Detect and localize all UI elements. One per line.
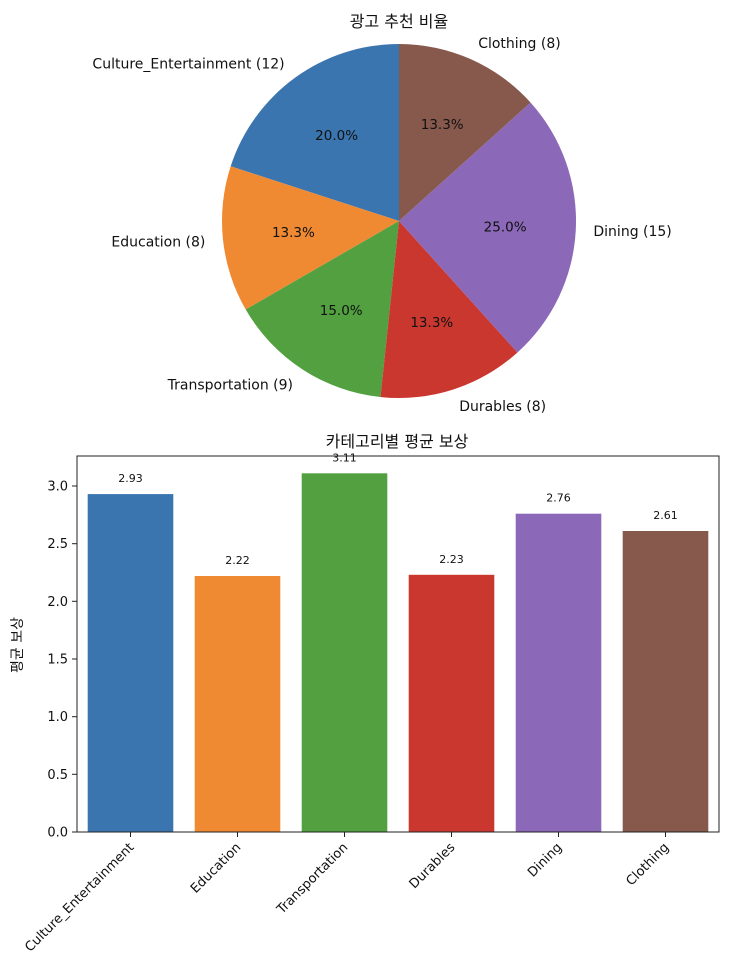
bar-value-dining: 2.76 <box>546 492 571 505</box>
bar-value-labels: 2.93 2.22 3.11 2.23 2.76 2.61 <box>118 451 678 567</box>
bar-value-clothing: 2.61 <box>653 509 678 522</box>
pie-title: 광고 추천 비율 <box>350 12 449 31</box>
pie-percent-durables: 13.3% <box>410 315 453 331</box>
y-tick-label: 2.5 <box>47 537 68 552</box>
pie-percent-dining: 25.0% <box>484 220 527 236</box>
pie-percent-clothing: 13.3% <box>421 117 464 133</box>
bar-value-culture-entertainment: 2.93 <box>118 472 143 485</box>
plot-frame <box>76 455 720 833</box>
pie-label-clothing: Clothing (8) <box>478 36 561 52</box>
x-tick-label-culture-entertainment: Culture_Entertainment <box>22 840 137 955</box>
bar-durables <box>408 574 495 832</box>
bars <box>87 473 709 832</box>
bar-value-transportation: 3.11 <box>332 451 357 464</box>
pie-slice-education <box>221 166 399 310</box>
bar-culture-entertainment <box>87 494 174 832</box>
pie-slice-durables <box>380 221 518 399</box>
pie-label-dining: Dining (15) <box>593 224 671 240</box>
pie-slice-dining <box>399 102 577 353</box>
y-ticks: 0.0 0.5 1.0 1.5 2.0 2.5 3.0 <box>47 480 77 841</box>
bar-chart: 카테고리별 평균 보상 평균 보상 2.932.223.112.232.762.… <box>10 432 720 955</box>
pie-percent-culture-entertainment: 20.0% <box>315 128 358 144</box>
y-tick-label: 1.0 <box>47 710 68 725</box>
bar-dining <box>515 513 602 832</box>
pie-chart: 광고 추천 비율 20.0% Culture_Entertainment (12)… <box>92 12 671 415</box>
pie-label-durables: Durables (8) <box>459 399 546 415</box>
y-tick-label: 2.0 <box>47 595 68 610</box>
bar-value-durables: 2.23 <box>439 553 464 566</box>
pie-labels: 20.0% Culture_Entertainment (12) 13.3% Educ… <box>92 36 671 415</box>
x-tick-label-durables: Durables <box>407 840 459 892</box>
x-ticks: Culture_Entertainment Education Transporta… <box>22 832 672 955</box>
y-tick-label: 3.0 <box>47 480 68 495</box>
pie-label-culture-entertainment: Culture_Entertainment (12) <box>92 57 284 73</box>
pie-slice-culture-entertainment <box>230 44 399 221</box>
pie-percent-transportation: 15.0% <box>320 303 363 319</box>
pie-label-transportation: Transportation (9) <box>167 377 293 393</box>
bar-clothing <box>622 531 709 832</box>
y-tick-label: 0.0 <box>47 826 68 841</box>
pie-label-education: Education (8) <box>111 234 205 250</box>
pie-slice-transportation <box>245 221 399 398</box>
pie-percent-education: 13.3% <box>272 225 315 241</box>
bar-transportation <box>301 473 388 832</box>
pie-slice-clothing <box>399 44 531 221</box>
bar-value-education: 2.22 <box>225 554 250 567</box>
x-tick-label-clothing: Clothing <box>623 840 672 889</box>
bar-title: 카테고리별 평균 보상 <box>326 432 469 451</box>
x-tick-label-dining: Dining <box>525 840 565 880</box>
y-tick-label: 1.5 <box>47 653 68 668</box>
pie-slices <box>221 44 577 399</box>
y-tick-label: 0.5 <box>47 768 68 783</box>
bar-education <box>194 576 281 832</box>
y-axis-label: 평균 보상 <box>10 617 26 673</box>
x-tick-label-transportation: Transportation <box>274 840 352 918</box>
x-tick-label-education: Education <box>188 840 244 896</box>
